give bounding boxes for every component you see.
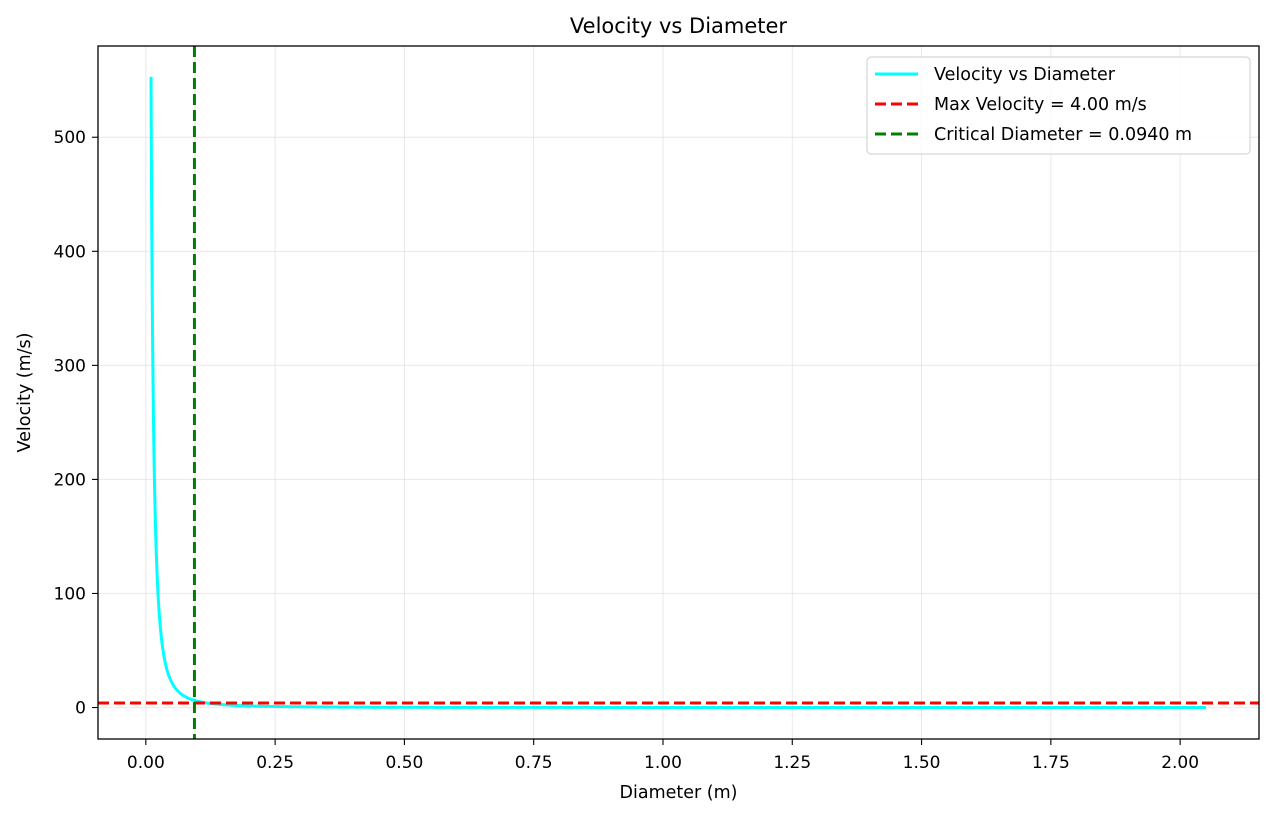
y-tick-label: 200: [54, 470, 86, 490]
plot-area: [98, 46, 1259, 739]
legend-label: Critical Diameter = 0.0940 m: [934, 125, 1192, 145]
x-tick-label: 0.75: [515, 753, 553, 773]
x-tick-label: 2.00: [1161, 753, 1199, 773]
legend: Velocity vs Diameter Max Velocity = 4.00 …: [866, 56, 1251, 155]
ticks: 0.00 0.25 0.50 0.75 1.00 1.25 1.50 1.75 2.00 0 100…: [54, 128, 1200, 773]
y-tick-label: 500: [54, 128, 86, 148]
axes-frame: [97, 45, 1260, 740]
y-tick-label: 0: [75, 699, 86, 719]
legend-label: Max Velocity = 4.00 m/s: [934, 95, 1147, 115]
velocity-curve: [149, 75, 1206, 710]
y-tick-label: 100: [54, 584, 86, 604]
x-tick-label: 0.00: [127, 753, 165, 773]
legend-label: Velocity vs Diameter: [934, 65, 1116, 85]
legend-box: [866, 56, 1251, 155]
x-tick-label: 0.50: [385, 753, 423, 773]
x-tick-label: 1.75: [1032, 753, 1070, 773]
y-tick-label: 400: [54, 242, 86, 262]
x-tick-label: 1.00: [644, 753, 682, 773]
y-axis-label: Velocity (m/s): [15, 333, 35, 453]
x-tick-label: 1.50: [903, 753, 941, 773]
chart-title: Velocity vs Diameter: [570, 14, 788, 38]
x-axis-label: Diameter (m): [620, 783, 738, 803]
x-tick-label: 1.25: [773, 753, 811, 773]
y-tick-label: 300: [54, 356, 86, 376]
x-tick-label: 0.25: [256, 753, 294, 773]
